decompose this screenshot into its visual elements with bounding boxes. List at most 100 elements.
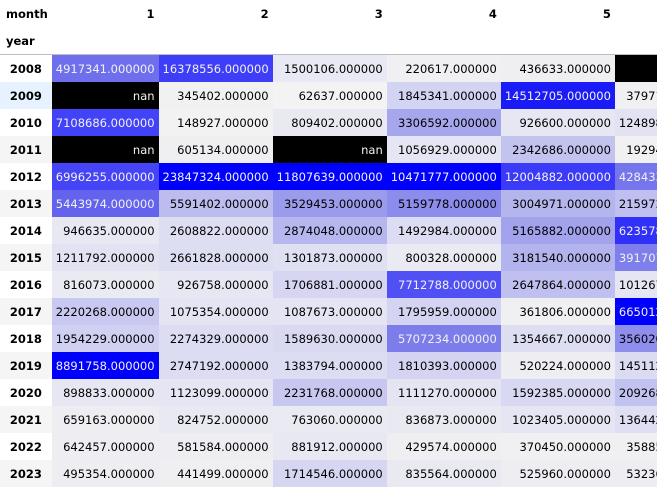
data-cell: 1075354.000000 (158, 298, 273, 325)
data-cell: 23847324.000000 (158, 163, 273, 190)
data-cell: 148927.000000 (158, 109, 273, 136)
data-cell: 581584.000000 (158, 433, 273, 460)
table-row[interactable]: 2012 6996255.000000 23847324.000000 1180763… (0, 163, 657, 190)
data-cell: 2608822.000000 (158, 217, 273, 244)
data-cell: 1248989.000000 (614, 109, 657, 136)
data-cell: 11807639.000000 (272, 163, 387, 190)
data-cell: 1589630.000000 (272, 325, 387, 352)
data-cell: 881912.000000 (272, 433, 387, 460)
data-cell: 926758.000000 (158, 271, 273, 298)
table-row[interactable]: 2018 1954229.000000 2274329.000000 1589630.… (0, 325, 657, 352)
data-cell: 220617.000000 (386, 54, 501, 82)
data-cell: 2231768.000000 (272, 379, 387, 406)
data-cell: 659163.000000 (51, 406, 159, 433)
row-index-name: year (0, 27, 52, 55)
table-row[interactable]: 2019 8891758.000000 2747192.000000 1383794.… (0, 352, 657, 379)
data-cell: 6996255.000000 (51, 163, 159, 190)
row-index-label: 2016 (0, 271, 52, 298)
data-cell: 1845341.000000 (386, 82, 501, 109)
table-row[interactable]: 2021 659163.000000 824752.000000 763060.000… (0, 406, 657, 433)
row-index-label: 2017 (0, 298, 52, 325)
row-index-label: 2019 (0, 352, 52, 379)
data-cell: 379711.000000 (614, 82, 657, 109)
column-header: 5 (500, 0, 615, 27)
row-index-label: 2023 (0, 460, 52, 487)
table-row[interactable]: 2013 5443974.000000 5591402.000000 3529453.… (0, 190, 657, 217)
data-cell: 6235785.000000 (614, 217, 657, 244)
column-header: 6 (614, 0, 657, 27)
data-cell: nan (51, 82, 159, 109)
data-cell: 370450.000000 (500, 433, 615, 460)
data-cell: 2159735.000000 (614, 190, 657, 217)
table-row[interactable]: 2017 2220268.000000 1075354.000000 1087673.… (0, 298, 657, 325)
data-cell: 3306592.000000 (386, 109, 501, 136)
table-row[interactable]: 2011 nan 605134.000000 nan 1056929.000000 234… (0, 136, 657, 163)
data-cell: 4917341.000000 (51, 54, 159, 82)
data-cell: 1354667.000000 (500, 325, 615, 352)
data-cell: 2092686.000000 (614, 379, 657, 406)
data-cell: 1211792.000000 (51, 244, 159, 271)
data-cell: 2220268.000000 (51, 298, 159, 325)
data-cell: 1301873.000000 (272, 244, 387, 271)
data-cell: 520224.000000 (500, 352, 615, 379)
table-row[interactable]: 2010 7108686.000000 148927.000000 809402.00… (0, 109, 657, 136)
data-cell: 1364427.000000 (614, 406, 657, 433)
row-index-label: 2021 (0, 406, 52, 433)
table-row[interactable]: 2016 816073.000000 926758.000000 1706881.00… (0, 271, 657, 298)
data-cell: 2342686.000000 (500, 136, 615, 163)
data-cell: nan (272, 136, 387, 163)
data-cell: 3529453.000000 (272, 190, 387, 217)
row-index-header-row: year (0, 27, 657, 55)
data-cell: 1795959.000000 (386, 298, 501, 325)
column-header: 4 (386, 0, 501, 27)
data-cell: 2647864.000000 (500, 271, 615, 298)
table-body: 2008 4917341.000000 16378556.000000 1500106… (0, 54, 657, 487)
row-index-label: 2012 (0, 163, 52, 190)
data-cell: 1087673.000000 (272, 298, 387, 325)
data-cell: 7108686.000000 (51, 109, 159, 136)
data-cell: 1810393.000000 (386, 352, 501, 379)
data-cell: nan (51, 136, 159, 163)
table-row[interactable]: 2009 nan 345402.000000 62637.000000 1845341.… (0, 82, 657, 109)
data-cell: 14512705.000000 (500, 82, 615, 109)
data-cell: 1706881.000000 (272, 271, 387, 298)
data-cell: 5707234.000000 (386, 325, 501, 352)
column-header: 1 (51, 0, 159, 27)
data-cell: 835564.000000 (386, 460, 501, 487)
data-cell: 642457.000000 (51, 433, 159, 460)
table-row[interactable]: 2015 1211792.000000 2661828.000000 1301873.… (0, 244, 657, 271)
data-cell: 898833.000000 (51, 379, 159, 406)
data-cell: 809402.000000 (272, 109, 387, 136)
data-cell: 5165882.000000 (500, 217, 615, 244)
data-cell: 358850.000000 (614, 433, 657, 460)
table-row[interactable]: 2020 898833.000000 1123099.000000 2231768.0… (0, 379, 657, 406)
column-header: 2 (158, 0, 273, 27)
data-cell: 429574.000000 (386, 433, 501, 460)
table-row[interactable]: 2008 4917341.000000 16378556.000000 1500106… (0, 54, 657, 82)
data-cell: 16378556.000000 (158, 54, 273, 82)
row-index-label: 2008 (0, 54, 52, 82)
table-row[interactable]: 2023 495354.000000 441499.000000 1714546.00… (0, 460, 657, 487)
data-cell: 1451124.000000 (614, 352, 657, 379)
data-cell: 605134.000000 (158, 136, 273, 163)
data-cell: 1023405.000000 (500, 406, 615, 433)
data-cell: 1123099.000000 (158, 379, 273, 406)
data-cell: 1056929.000000 (386, 136, 501, 163)
data-cell: 436633.000000 (500, 54, 615, 82)
data-cell: nan (614, 54, 657, 82)
data-cell: 3181540.000000 (500, 244, 615, 271)
table-row[interactable]: 2014 946635.000000 2608822.000000 2874048.0… (0, 217, 657, 244)
data-cell: 192940.000000 (614, 136, 657, 163)
table-row[interactable]: 2022 642457.000000 581584.000000 881912.000… (0, 433, 657, 460)
data-cell: 5159778.000000 (386, 190, 501, 217)
row-index-label: 2015 (0, 244, 52, 271)
data-cell: 345402.000000 (158, 82, 273, 109)
data-cell: 946635.000000 (51, 217, 159, 244)
data-cell: 12004882.000000 (500, 163, 615, 190)
row-index-label: 2018 (0, 325, 52, 352)
data-cell: 525960.000000 (500, 460, 615, 487)
heatmap-table: month 1 2 3 4 5 6 year 20084917341.00000… (0, 0, 657, 487)
row-index-label: 2011 (0, 136, 52, 163)
data-cell: 3917074.000000 (614, 244, 657, 271)
data-cell: 495354.000000 (51, 460, 159, 487)
